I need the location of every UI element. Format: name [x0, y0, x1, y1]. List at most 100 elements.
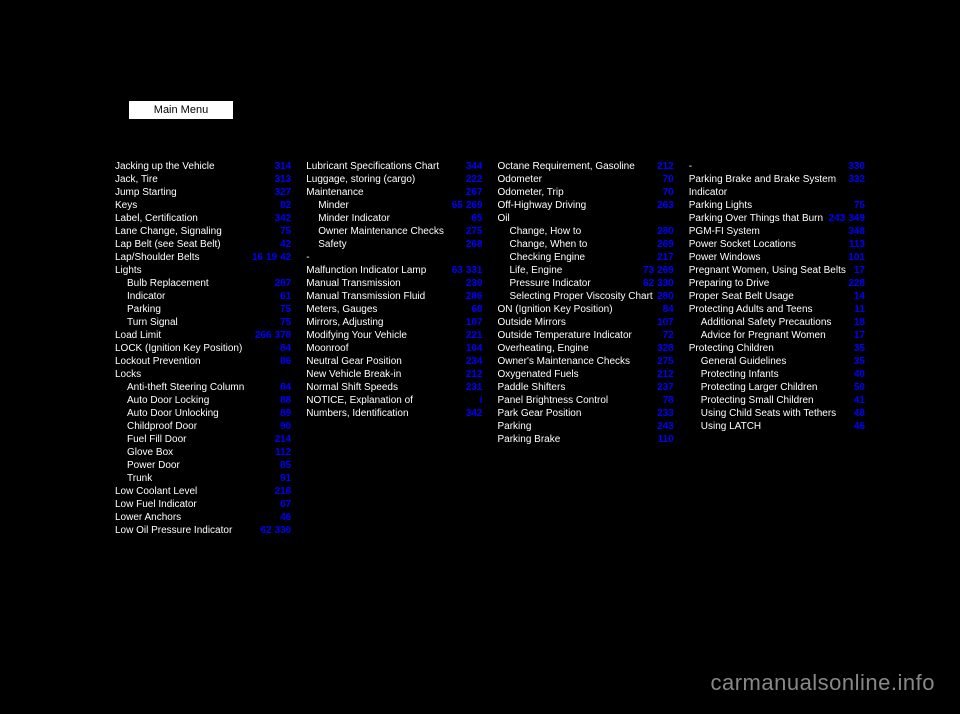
main-menu-button[interactable]: Main Menu: [128, 100, 234, 120]
page-link[interactable]: 78: [663, 394, 674, 407]
page-link[interactable]: 328: [657, 342, 674, 355]
page-link[interactable]: 42: [280, 251, 291, 264]
page-link[interactable]: 72: [663, 329, 674, 342]
page-link[interactable]: 86: [280, 355, 291, 368]
page-link[interactable]: 63: [452, 264, 463, 277]
page-link[interactable]: 212: [657, 160, 674, 173]
page-link[interactable]: 221: [466, 329, 483, 342]
page-link[interactable]: 217: [657, 251, 674, 264]
page-link[interactable]: 35: [854, 342, 865, 355]
page-link[interactable]: 342: [275, 212, 292, 225]
page-link[interactable]: 263: [657, 199, 674, 212]
page-link[interactable]: 62: [643, 277, 654, 290]
page-link[interactable]: 48: [854, 407, 865, 420]
page-link[interactable]: 233: [657, 407, 674, 420]
page-link[interactable]: 222: [466, 173, 483, 186]
page-link[interactable]: 275: [466, 225, 483, 238]
page-link[interactable]: 14: [854, 290, 865, 303]
page-link[interactable]: 101: [848, 251, 865, 264]
page-link[interactable]: 287: [275, 277, 292, 290]
page-link[interactable]: 75: [280, 303, 291, 316]
page-link[interactable]: 330: [275, 524, 292, 537]
page-link[interactable]: 286: [466, 290, 483, 303]
page-link[interactable]: 110: [658, 433, 674, 446]
page-link[interactable]: 214: [275, 433, 292, 446]
page-link[interactable]: 268: [466, 238, 483, 251]
page-link[interactable]: 104: [466, 342, 483, 355]
page-link[interactable]: 314: [275, 160, 292, 173]
page-link[interactable]: 42: [280, 238, 291, 251]
page-link[interactable]: 267: [466, 186, 483, 199]
page-link[interactable]: 349: [848, 212, 865, 225]
page-link[interactable]: 35: [854, 355, 865, 368]
page-link[interactable]: 313: [275, 173, 292, 186]
page-link[interactable]: 344: [466, 160, 483, 173]
page-link[interactable]: 280: [657, 290, 674, 303]
page-link[interactable]: 46: [280, 511, 291, 524]
page-link[interactable]: 91: [280, 472, 291, 485]
page-link[interactable]: 330: [657, 277, 674, 290]
page-link[interactable]: 84: [280, 381, 291, 394]
page-link[interactable]: 18: [854, 316, 865, 329]
page-link[interactable]: 40: [854, 368, 865, 381]
page-link[interactable]: 237: [657, 381, 674, 394]
page-link[interactable]: 61: [280, 290, 291, 303]
page-link[interactable]: 84: [280, 342, 291, 355]
page-link[interactable]: 89: [280, 407, 291, 420]
page-link[interactable]: 11: [854, 303, 865, 316]
page-link[interactable]: 75: [854, 199, 865, 212]
page-link[interactable]: 84: [663, 303, 674, 316]
page-link[interactable]: 275: [657, 355, 674, 368]
page-link[interactable]: 212: [466, 368, 483, 381]
page-link[interactable]: 280: [657, 225, 674, 238]
page-link[interactable]: 348: [848, 225, 865, 238]
page-link[interactable]: 90: [280, 420, 291, 433]
page-link[interactable]: 65: [452, 199, 463, 212]
page-link[interactable]: 331: [466, 264, 483, 277]
page-link[interactable]: 70: [663, 186, 674, 199]
page-link[interactable]: 112: [275, 446, 291, 459]
page-link[interactable]: 234: [466, 355, 483, 368]
page-link[interactable]: 75: [280, 225, 291, 238]
page-link[interactable]: 17: [854, 264, 865, 277]
page-link[interactable]: 62: [260, 524, 271, 537]
page-link[interactable]: 65: [471, 212, 482, 225]
page-link[interactable]: 16: [252, 251, 263, 264]
page-link[interactable]: 19: [266, 251, 277, 264]
page-link[interactable]: 231: [466, 381, 483, 394]
entry-pages: 40: [854, 368, 865, 381]
index-entry: ON (Ignition Key Position)84: [498, 303, 674, 316]
page-link[interactable]: 243: [657, 420, 674, 433]
page-link[interactable]: 218: [275, 485, 292, 498]
page-link[interactable]: 50: [854, 381, 865, 394]
page-link[interactable]: 332: [848, 173, 865, 199]
page-link[interactable]: 17: [854, 329, 865, 342]
page-link[interactable]: 378: [275, 329, 292, 342]
page-link[interactable]: 266: [255, 329, 272, 342]
page-link[interactable]: 88: [280, 394, 291, 407]
page-link[interactable]: 46: [854, 420, 865, 433]
page-link[interactable]: 230: [466, 277, 483, 290]
page-link[interactable]: 67: [280, 498, 291, 511]
page-link[interactable]: 70: [663, 173, 674, 186]
page-link[interactable]: 342: [466, 407, 483, 420]
page-link[interactable]: 330: [848, 160, 865, 173]
page-link[interactable]: 107: [657, 316, 674, 329]
page-link[interactable]: 212: [657, 368, 674, 381]
page-link[interactable]: i: [480, 394, 483, 407]
page-link[interactable]: 82: [280, 199, 291, 212]
page-link[interactable]: 73: [643, 264, 654, 277]
page-link[interactable]: 41: [854, 394, 865, 407]
page-link[interactable]: 107: [466, 316, 483, 329]
page-link[interactable]: 228: [848, 277, 865, 290]
page-link[interactable]: 327: [275, 186, 292, 199]
page-link[interactable]: 113: [849, 238, 865, 251]
entry-pages: 221: [466, 329, 483, 342]
page-link[interactable]: 75: [280, 316, 291, 329]
page-link[interactable]: 269: [466, 199, 483, 212]
page-link[interactable]: 68: [471, 303, 482, 316]
page-link[interactable]: 85: [280, 459, 291, 472]
page-link[interactable]: 243: [829, 212, 846, 225]
page-link[interactable]: 269: [657, 264, 674, 277]
page-link[interactable]: 269: [657, 238, 674, 251]
